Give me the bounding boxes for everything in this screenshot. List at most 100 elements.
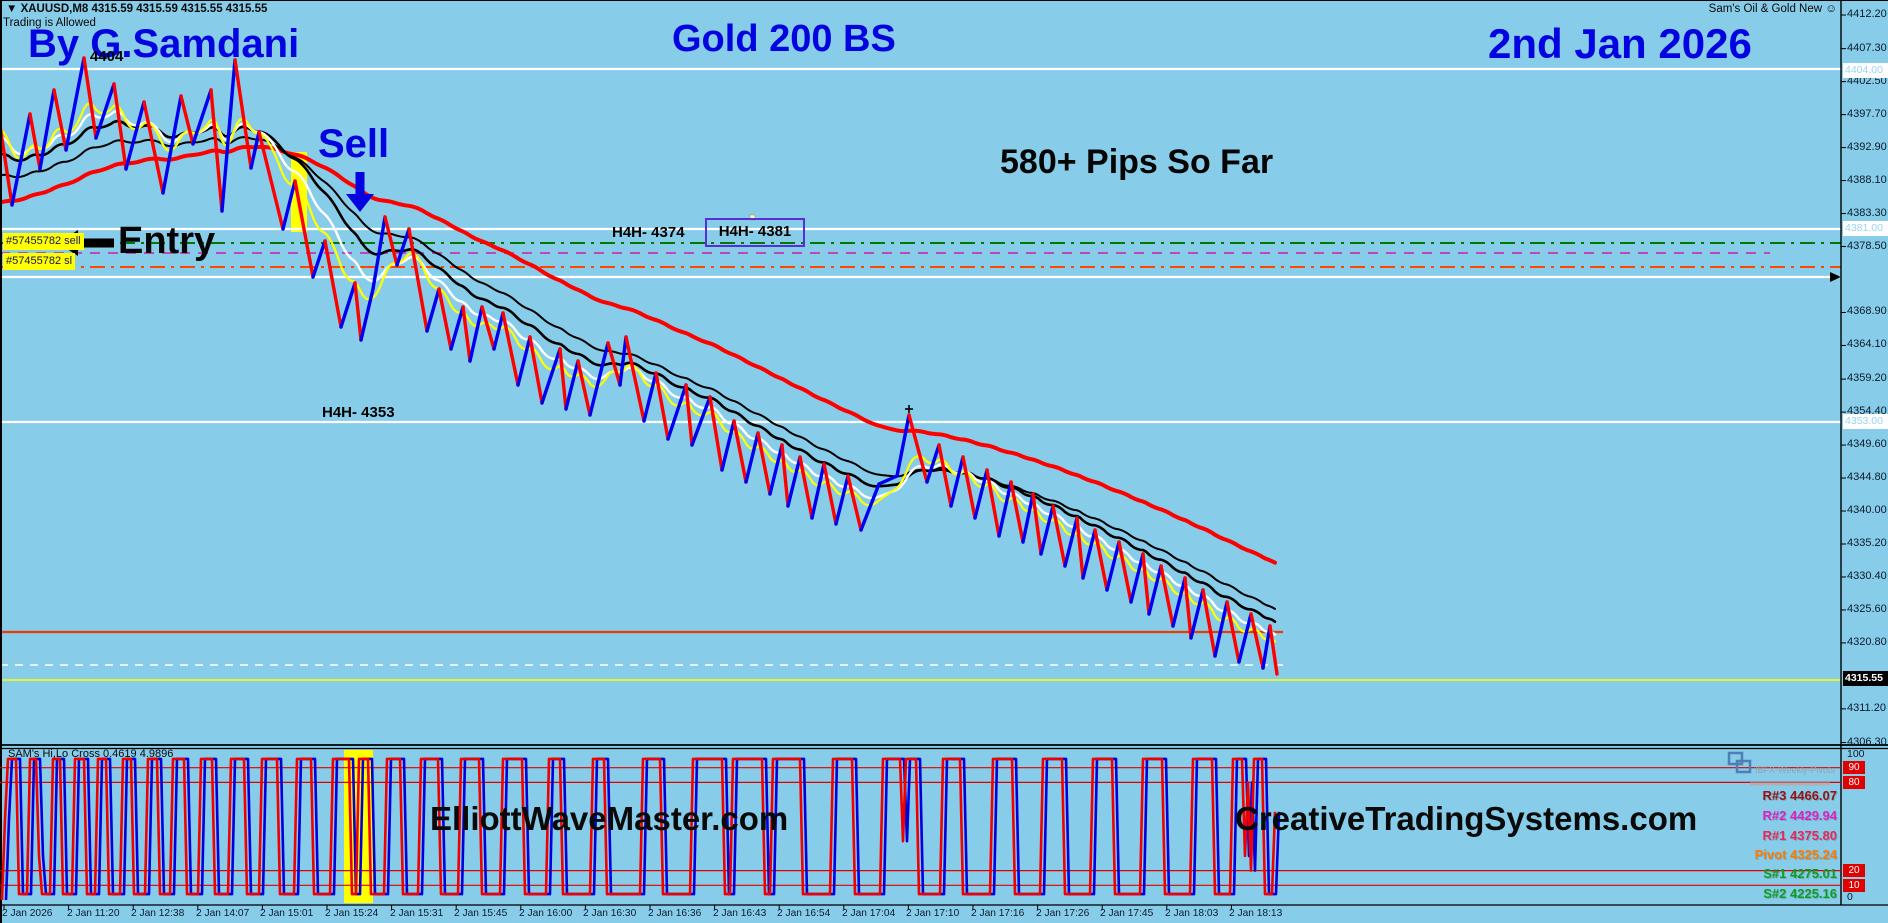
zigzag-segment	[708, 395, 724, 472]
price-axis-label: 4349.60	[1847, 438, 1887, 450]
zigzag-segment	[732, 419, 748, 484]
zigzag-segment	[834, 474, 850, 526]
watermark-left: ElliottWaveMaster.com	[430, 800, 789, 837]
zigzag-segment	[1189, 588, 1205, 640]
zigzag-segment	[985, 468, 1001, 538]
h4h-4381-box[interactable]: H4H- 4381	[705, 218, 805, 247]
osc-level-badge: 80	[1843, 776, 1865, 789]
pivot-value-label: R#2 4429.94	[1762, 808, 1837, 823]
zigzag-segment	[768, 443, 784, 496]
zigzag-segment	[973, 468, 989, 520]
zigzag-segment	[94, 82, 116, 140]
zigzag-segment	[339, 281, 357, 329]
zigzag-segment	[624, 335, 646, 423]
zigzag-segment	[209, 88, 224, 213]
price-axis-label: 4383.30	[1847, 207, 1887, 219]
level-4374-arrowhead	[1830, 272, 1841, 282]
zigzag-segment	[28, 112, 42, 171]
zigzag-segment	[1159, 564, 1175, 628]
author-banner: By G.Samdani	[28, 22, 300, 66]
zigzag-segment	[124, 100, 146, 171]
price-axis-label: 4392.90	[1847, 141, 1887, 153]
overlap-squares-icon[interactable]	[1727, 751, 1744, 766]
current-price-badge: 4315.55	[1843, 671, 1888, 686]
zigzag-segment	[1009, 480, 1025, 544]
ma-white	[0, 109, 1277, 636]
pivot-value-label: R#1 4375.80	[1762, 828, 1837, 843]
zigzag-segment	[112, 82, 128, 171]
date-banner: 2nd Jan 2026	[1488, 20, 1752, 67]
zigzag-segment	[666, 383, 688, 441]
pips-note: 580+ Pips So Far	[1000, 143, 1274, 181]
zigzag-segment	[220, 58, 237, 213]
peak-price-label[interactable]: 4404	[90, 48, 124, 65]
zigzag-segment	[1225, 600, 1241, 664]
h4h-4353-label[interactable]: H4H- 4353	[322, 404, 395, 421]
zigzag-segment	[684, 383, 694, 447]
zigzag-segment	[780, 443, 790, 508]
pivot-value-label: Pivot 4325.24	[1754, 847, 1837, 862]
price-axis-label: 4340.00	[1847, 504, 1887, 516]
zigzag-segment	[618, 335, 628, 387]
zigzag-segment	[437, 287, 453, 351]
pivot-value-label: S#1 4275.01	[1763, 866, 1837, 881]
time-axis-label: 2 Jan 12:38	[131, 908, 185, 919]
zigzag-segment	[1105, 540, 1121, 592]
ma-black-1	[0, 119, 1277, 624]
time-axis-label: 2 Jan 15:24	[325, 908, 379, 919]
osc-scale-0: 0	[1847, 891, 1853, 903]
selection-handle	[749, 214, 756, 221]
zigzag-segment	[810, 462, 826, 520]
zigzag-segment	[1201, 588, 1217, 658]
zigzag-segment	[1261, 624, 1272, 670]
entry-label[interactable]: Entry	[118, 220, 216, 262]
zigzag-segment	[1213, 600, 1229, 658]
zigzag-segment	[501, 311, 520, 387]
time-axis-label: 2 Jan 11:20	[67, 908, 120, 919]
zigzag-segment	[528, 335, 544, 405]
zigzag-segment	[1117, 540, 1133, 604]
zigzag-segment	[64, 56, 86, 152]
pivot-value-label: S#2 4225.16	[1763, 886, 1837, 901]
zigzag-segment	[1129, 552, 1145, 604]
oscillator-main-line	[0, 757, 1277, 901]
price-level-badge: 4381.00	[1843, 221, 1888, 236]
price-axis-label: 4407.30	[1847, 42, 1887, 54]
zigzag-segment	[10, 112, 32, 207]
zigzag-segment	[690, 395, 712, 447]
price-level-badge: 4353.00	[1843, 414, 1888, 429]
zigzag-segment	[353, 281, 363, 342]
time-axis-label: 2 Jan 15:45	[454, 908, 508, 919]
symbol-timeframe-dropdown[interactable]: ▼ XAUUSD,M8 4315.59 4315.59 4315.55 4315…	[6, 3, 268, 15]
zigzag-segment	[449, 305, 465, 351]
zigzag-segment	[323, 239, 343, 329]
zigzag-segment	[425, 287, 441, 333]
price-axis-label: 4368.90	[1847, 305, 1887, 317]
zigzag-segment	[480, 305, 496, 351]
price-axis-label: 4397.70	[1847, 108, 1887, 120]
order-sell-label[interactable]: #57455782 sell	[3, 233, 84, 250]
zigzag-segment	[606, 341, 622, 387]
zigzag-segment	[720, 419, 736, 472]
zigzag-segment	[1268, 624, 1279, 676]
zigzag-segment	[38, 88, 56, 171]
zigzag-segment	[1183, 576, 1193, 640]
h4h-4374-label[interactable]: H4H- 4374	[612, 224, 685, 241]
zigzag-segment	[359, 287, 375, 342]
sell-label[interactable]: Sell	[318, 122, 390, 166]
time-axis-label: 2 Jan 18:13	[1229, 908, 1283, 919]
zigzag-segment	[907, 413, 929, 484]
zigzag-segment	[371, 215, 387, 291]
zigzag-segment	[925, 443, 941, 484]
zigzag-segment	[756, 431, 772, 496]
zigzag-segment	[142, 100, 165, 195]
zigzag-segment	[1249, 612, 1265, 670]
zigzag-segment	[191, 88, 213, 146]
price-axis-label: 4344.80	[1847, 471, 1887, 483]
zigzag-segment	[859, 482, 881, 532]
overlap-squares-icon[interactable]	[1735, 759, 1752, 774]
zigzag-segment	[179, 94, 195, 146]
order-stoploss-label[interactable]: #57455782 sl	[3, 253, 76, 270]
time-axis-label: 2 Jan 18:03	[1165, 908, 1219, 919]
zigzag-segment	[877, 474, 899, 486]
